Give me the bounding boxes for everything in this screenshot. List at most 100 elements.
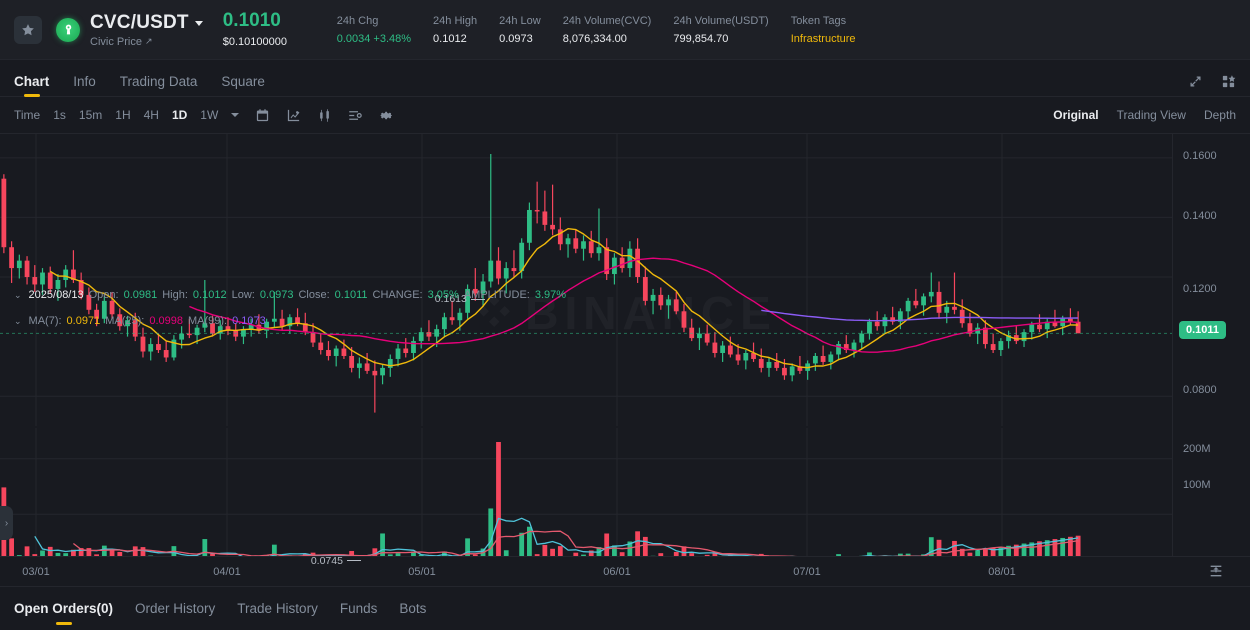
xtick-3: 06/01 bbox=[603, 566, 631, 578]
stat-value: 8,076,334.00 bbox=[562, 33, 627, 46]
interval-15m[interactable]: 15m bbox=[78, 108, 103, 122]
vol-ytick-1: 100M bbox=[1183, 479, 1211, 491]
ma99-value: 0.1073 bbox=[232, 315, 266, 327]
stat-value: 0.0973 bbox=[499, 33, 533, 46]
collapse-chevron-icon[interactable]: ⌄ bbox=[14, 315, 22, 326]
current-price-badge: 0.1011 bbox=[1179, 321, 1227, 339]
stat-label: 24h Volume(CVC) bbox=[562, 14, 652, 27]
stat-label: 24h Low bbox=[499, 14, 541, 27]
chevron-down-icon[interactable] bbox=[231, 113, 240, 117]
pair-selector[interactable]: CVC/USDT Civic Price ↗ bbox=[90, 12, 203, 48]
price-chart[interactable] bbox=[0, 134, 1172, 426]
section-tabs: Chart Info Trading Data Square bbox=[0, 60, 1250, 97]
ohlc-amplitude-label: AMPLITUDE: bbox=[463, 289, 530, 301]
ohlc-open-label: Open: bbox=[88, 289, 119, 301]
time-label: Time bbox=[14, 108, 41, 122]
favorite-star-button[interactable] bbox=[14, 15, 42, 44]
ytick-0: 0.1600 bbox=[1183, 150, 1217, 162]
coin-price-link[interactable]: Civic Price ↗ bbox=[90, 36, 203, 48]
stat-label: Token Tags bbox=[790, 14, 847, 27]
chart-toolbar: Time 1s 15m 1H 4H 1D 1W Original Trading… bbox=[0, 97, 1250, 134]
gear-icon[interactable] bbox=[379, 107, 395, 123]
tab-trading-data[interactable]: Trading Data bbox=[119, 73, 198, 89]
ma7-value: 0.0971 bbox=[66, 315, 101, 327]
view-mode-trading-view[interactable]: Trading View bbox=[1116, 108, 1186, 122]
stat-label: 24h Chg bbox=[336, 14, 379, 27]
candlestick-icon[interactable] bbox=[317, 107, 333, 123]
ohlc-close: 0.1011 bbox=[334, 289, 368, 301]
stat-value: 0.0034 +3.48% bbox=[336, 33, 412, 46]
reset-scale-icon[interactable] bbox=[1208, 563, 1224, 579]
ma-legend: ⌄ MA(7): 0.0971 MA(25): 0.0998 MA(99): 0… bbox=[14, 315, 266, 327]
stat-24h-low: 24h Low 0.0973 bbox=[499, 14, 541, 45]
ma25-value: 0.0998 bbox=[149, 315, 183, 327]
stat-value: 0.1012 bbox=[433, 33, 467, 46]
tab-chart[interactable]: Chart bbox=[14, 74, 49, 97]
ma7-label: MA(7): bbox=[28, 315, 62, 327]
time-axis[interactable]: 03/01 04/01 05/01 06/01 07/01 08/01 bbox=[0, 556, 1250, 586]
interval-4h[interactable]: 4H bbox=[143, 108, 159, 122]
ohlc-close-label: Close: bbox=[298, 289, 330, 301]
tab-order-history[interactable]: Order History bbox=[135, 600, 216, 616]
last-price-usd: $0.10100000 bbox=[222, 35, 287, 48]
tab-bots[interactable]: Bots bbox=[399, 600, 427, 616]
view-mode-original[interactable]: Original bbox=[1053, 108, 1099, 122]
collapse-chevron-icon[interactable]: ⌄ bbox=[14, 289, 22, 300]
stat-label: 24h Volume(USDT) bbox=[673, 14, 769, 27]
price-axis[interactable]: 0.1600 0.1400 0.1200 0.1011 0.0800 200M … bbox=[1172, 134, 1250, 582]
xtick-5: 08/01 bbox=[988, 566, 1016, 578]
ohlc-high: 0.1012 bbox=[192, 289, 227, 301]
civic-logo-icon bbox=[56, 17, 80, 42]
expand-icon[interactable] bbox=[1188, 74, 1203, 89]
ytick-2: 0.1200 bbox=[1183, 283, 1217, 295]
ohlc-change-label: CHANGE: bbox=[372, 289, 423, 301]
stat-token-tags: Token Tags Infrastructure bbox=[791, 14, 856, 45]
line-chart-icon[interactable] bbox=[286, 107, 302, 123]
tab-open-orders[interactable]: Open Orders(0) bbox=[14, 592, 113, 626]
last-price-block: 0.1010 $0.10100000 bbox=[222, 10, 315, 48]
interval-1s[interactable]: 1s bbox=[53, 108, 66, 122]
interval-1d[interactable]: 1D bbox=[171, 108, 188, 122]
xtick-2: 05/01 bbox=[408, 566, 436, 578]
ohlc-legend: ⌄ 2025/08/13 Open: 0.0981 High: 0.1012 L… bbox=[14, 289, 566, 301]
xtick-1: 04/01 bbox=[213, 566, 241, 578]
period-high-annotation: 0.1613 bbox=[435, 293, 485, 305]
ma99-label: MA(99): bbox=[187, 315, 228, 327]
ytick-1: 0.1400 bbox=[1183, 210, 1217, 222]
ohlc-amplitude: 3.97% bbox=[534, 289, 567, 301]
token-tag-link[interactable]: Infrastructure bbox=[790, 33, 856, 46]
layout-grid-icon[interactable] bbox=[1221, 74, 1236, 89]
xtick-4: 07/01 bbox=[793, 566, 821, 578]
ohlc-open: 0.0981 bbox=[123, 289, 158, 301]
tab-square[interactable]: Square bbox=[221, 73, 265, 89]
tab-trade-history[interactable]: Trade History bbox=[237, 600, 318, 616]
orders-tabs: Open Orders(0) Order History Trade Histo… bbox=[0, 586, 1250, 630]
stat-24h-chg: 24h Chg 0.0034 +3.48% bbox=[337, 14, 411, 45]
ytick-3: 0.0800 bbox=[1183, 384, 1217, 396]
stat-label: 24h High bbox=[433, 14, 478, 27]
ohlc-low: 0.0973 bbox=[259, 289, 294, 301]
ohlc-date: 2025/08/13 bbox=[28, 289, 84, 301]
tab-info[interactable]: Info bbox=[73, 73, 96, 89]
indicators-icon[interactable] bbox=[348, 107, 364, 123]
ohlc-change: 3.05% bbox=[427, 289, 459, 301]
star-icon bbox=[22, 23, 34, 35]
chevron-down-icon[interactable] bbox=[194, 21, 203, 26]
last-price: 0.1010 bbox=[222, 10, 281, 32]
stat-24h-volume-quote: 24h Volume(USDT) 799,854.70 bbox=[673, 14, 768, 45]
interval-1h[interactable]: 1H bbox=[115, 108, 131, 122]
period-low-annotation: 0.0745 bbox=[311, 555, 361, 567]
stat-24h-high: 24h High 0.1012 bbox=[433, 14, 477, 45]
tab-funds[interactable]: Funds bbox=[339, 600, 378, 616]
chart-container[interactable]: BINANCE ⌄ 2025/08/13 Open: 0.0981 High: … bbox=[0, 134, 1250, 586]
interval-1w[interactable]: 1W bbox=[200, 108, 219, 122]
external-link-icon: ↗ bbox=[144, 36, 153, 46]
coin-price-label: Civic Price bbox=[90, 35, 142, 48]
calendar-icon[interactable] bbox=[255, 107, 271, 123]
view-mode-depth[interactable]: Depth bbox=[1203, 108, 1236, 122]
stat-24h-volume-base: 24h Volume(CVC) 8,076,334.00 bbox=[563, 14, 652, 45]
ohlc-low-label: Low: bbox=[231, 289, 255, 301]
expand-sidebar-handle[interactable]: › bbox=[0, 506, 13, 540]
ohlc-high-label: High: bbox=[162, 289, 188, 301]
